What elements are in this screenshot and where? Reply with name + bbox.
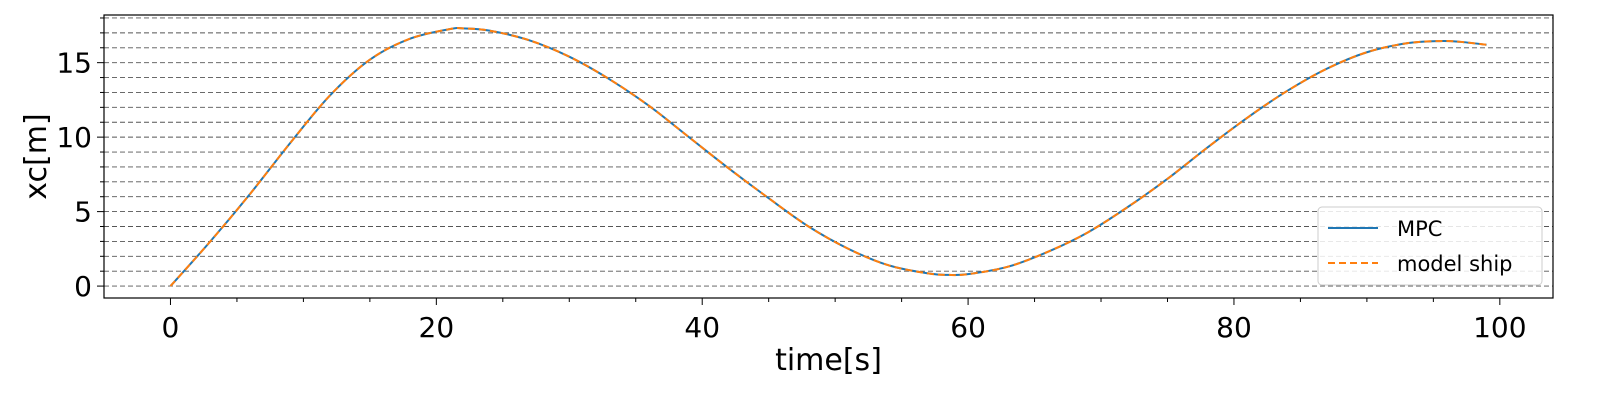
plot-series: [169, 27, 1487, 287]
y-tick-label: 15: [56, 47, 92, 80]
legend: MPC model ship: [1317, 206, 1543, 286]
x-tick-label: 80: [1216, 311, 1252, 344]
plot-frame: [103, 14, 1554, 299]
grid-lines: [104, 17, 1553, 287]
x-axis-label: time[s]: [775, 343, 882, 378]
legend-box: [1317, 206, 1543, 286]
legend-label-mpc: MPC: [1397, 217, 1442, 241]
x-tick-label: 20: [419, 311, 455, 344]
x-tick-label: 40: [684, 311, 720, 344]
x-tick-label: 0: [162, 311, 180, 344]
y-tick-label: 0: [74, 270, 92, 303]
x-axis-ticks: 0 20 40 60 80 100: [162, 298, 1527, 344]
y-tick-label: 10: [56, 121, 92, 154]
legend-label-model-ship: model ship: [1397, 252, 1512, 276]
x-tick-label: 100: [1473, 311, 1526, 344]
series-line-model-ship: [169, 27, 1487, 287]
y-axis-label: xc[m]: [19, 113, 54, 199]
y-tick-label: 5: [74, 196, 92, 229]
y-axis-ticks: 0 5 10 15: [56, 17, 104, 303]
x-tick-label: 60: [950, 311, 986, 344]
